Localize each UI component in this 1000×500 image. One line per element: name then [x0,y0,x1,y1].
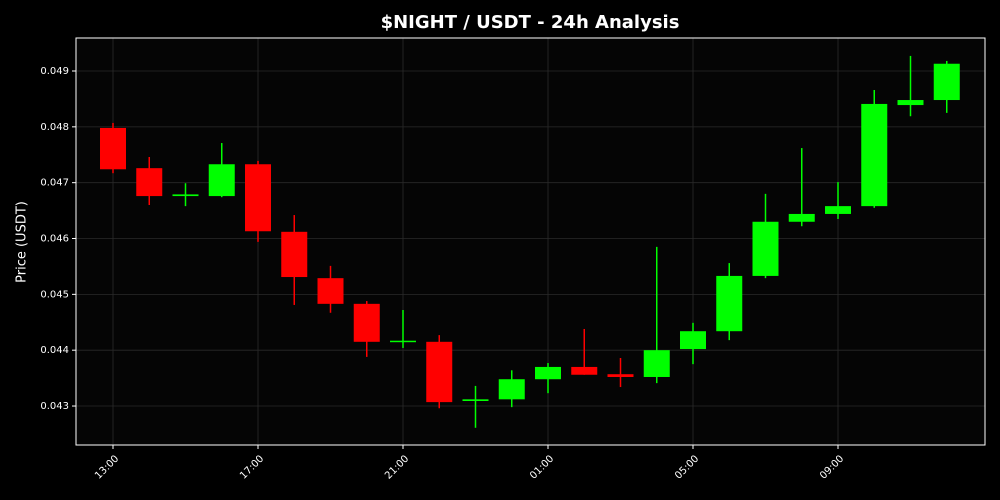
y-axis-label: Price (USDT) [15,201,30,283]
plot-area [76,38,985,445]
candle-body [245,164,271,232]
candle-body [861,103,888,207]
candle-body [535,366,561,380]
candle-body [100,127,126,170]
y-tick-label: 0.047 [40,178,69,189]
candle-body [172,194,199,197]
candle-body [426,341,453,403]
candle-body [353,303,380,342]
y-tick-label: 0.046 [40,234,69,245]
candle-body [716,275,743,332]
candle-body [317,278,344,304]
y-tick-label: 0.049 [40,66,69,77]
y-tick-label: 0.045 [40,289,69,300]
candle-body [136,168,163,197]
y-tick-label: 0.043 [40,401,69,412]
candle-body [498,379,525,400]
candle-body [680,331,706,350]
chart-title: $NIGHT / USDT - 24h Analysis [381,12,680,33]
candle-body [897,100,924,106]
candle-body [788,213,815,222]
candle-body [933,63,960,101]
plot-frame [75,37,986,446]
y-tick-label: 0.048 [40,122,69,133]
candle-body [462,399,489,401]
candle-body [571,366,598,375]
candle-body [208,164,235,197]
y-tick-label: 0.044 [40,345,69,356]
candle-body [643,350,670,377]
candle-body [825,206,851,214]
candle-body [607,374,634,377]
candle-body [390,340,416,343]
candle-body [281,231,308,278]
candle-body [752,221,779,276]
